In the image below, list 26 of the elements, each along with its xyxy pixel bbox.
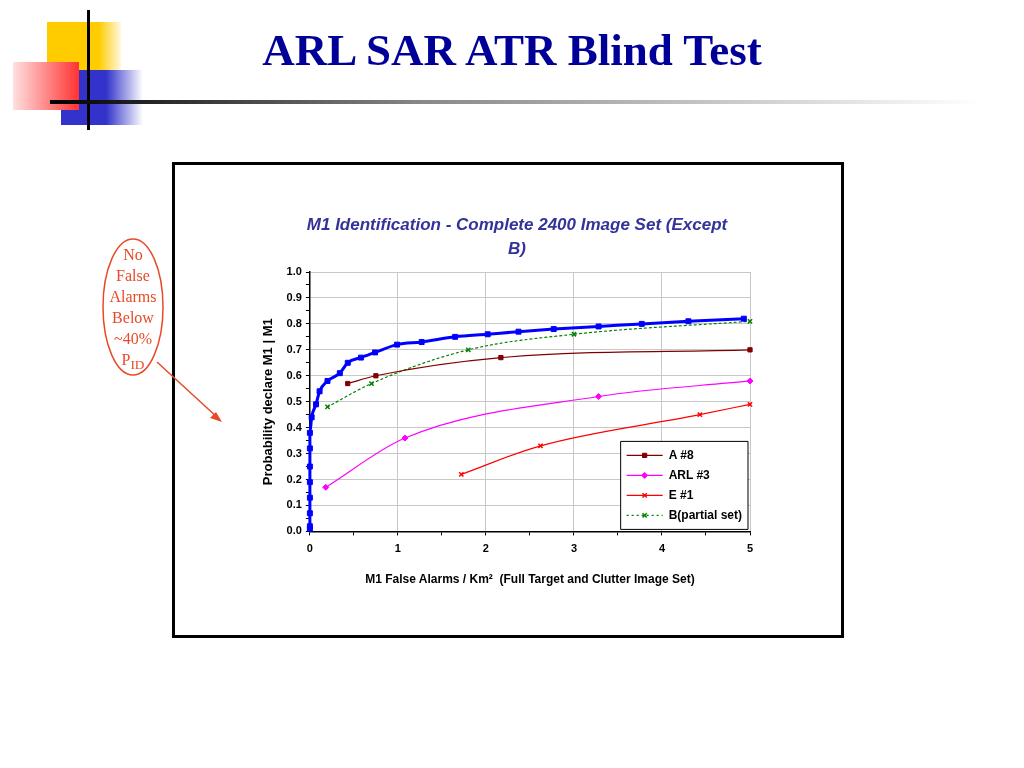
chart-subtitle: M1 Identification - Complete 2400 Image Set (Except B) — [305, 214, 729, 260]
x-tick-label: 2 — [482, 542, 489, 555]
y-tick-label: 0.3 — [286, 446, 302, 459]
legend-label: A #8 — [668, 447, 694, 462]
y-tick-label: 0.2 — [286, 472, 302, 485]
y-tick-label: 0.0 — [286, 524, 302, 537]
y-tick-label: 0.5 — [286, 394, 302, 407]
x-tick-label: 5 — [746, 542, 754, 555]
y-axis-title: Probability declare M1 | M1 — [260, 318, 276, 486]
y-tick-label: 0.1 — [286, 498, 302, 511]
chart-title: ARL SAR ATR Blind Test — [261, 24, 763, 76]
text: No False Alarms Below ~40% P$_{ID}$ — [108, 245, 158, 375]
x-tick-label: 1 — [394, 542, 401, 555]
legend-label: B(partial set) — [668, 507, 743, 522]
legend-label: ARL #3 — [668, 467, 711, 482]
y-tick-label: 0.8 — [286, 316, 302, 329]
y-tick-label: 0.6 — [286, 368, 302, 381]
x-tick-label: 0 — [306, 542, 313, 555]
x-tick-label: 4 — [658, 542, 666, 555]
x-tick-label: 3 — [570, 542, 578, 555]
y-tick-label: 0.4 — [286, 420, 303, 433]
y-tick-label: 0.7 — [286, 342, 302, 355]
y-tick-label: 1.0 — [286, 265, 302, 278]
y-tick-label: 0.9 — [286, 290, 302, 303]
x-axis-title: M1 False Alarms / Km² (Full Target and Clutter Image Set) — [365, 572, 695, 587]
legend-label: E #1 — [668, 487, 694, 502]
